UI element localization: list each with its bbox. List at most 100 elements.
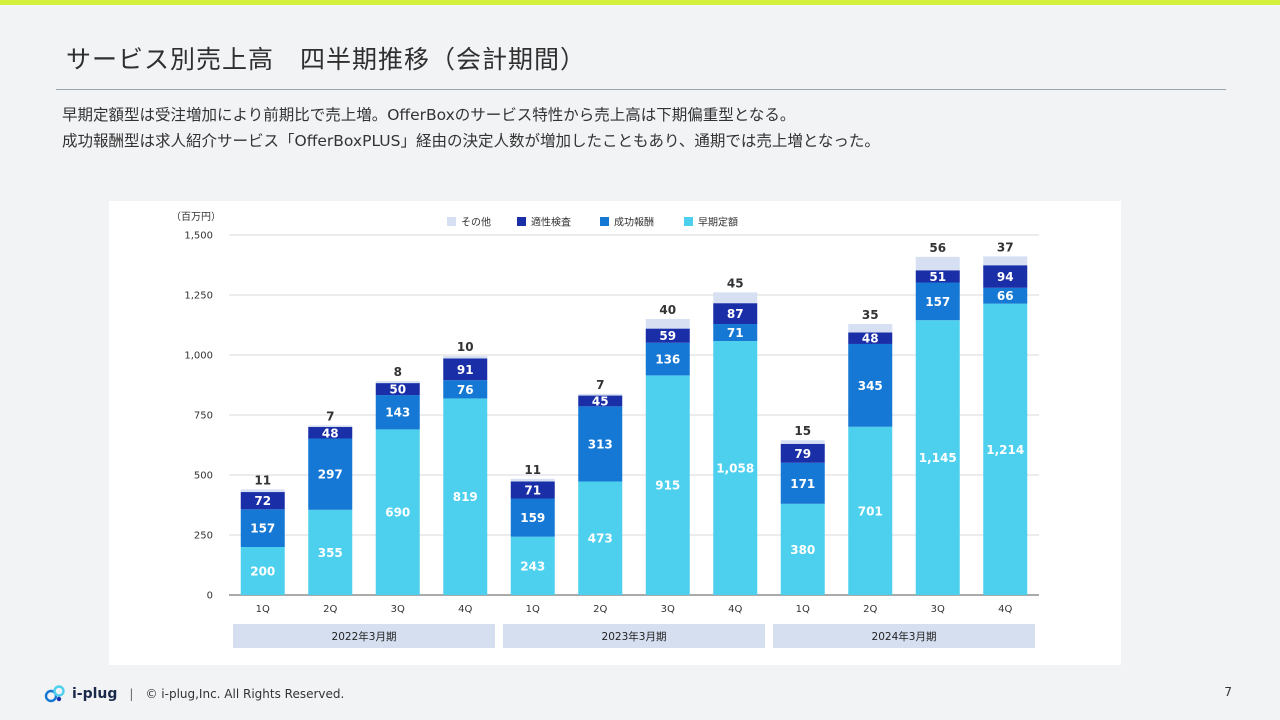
data-label: 345 [858, 379, 883, 393]
bar-segment [308, 509, 353, 595]
bar-segment [308, 425, 353, 427]
data-label: 355 [318, 546, 343, 560]
bar-segment [713, 292, 758, 304]
bar-segment [780, 503, 825, 595]
data-label-other: 15 [794, 424, 811, 438]
x-tick-label: 3Q [391, 604, 405, 615]
bar-segment [915, 270, 960, 283]
period-band [503, 624, 765, 648]
data-label-other: 37 [997, 240, 1014, 254]
bar-segment [848, 343, 893, 427]
data-label-other: 45 [727, 276, 744, 290]
footer-separator: | [129, 687, 134, 701]
bar-segment [308, 438, 353, 510]
data-label-other: 10 [457, 340, 474, 354]
x-tick-label: 2Q [863, 604, 877, 615]
y-tick-label: 1,000 [184, 351, 213, 362]
bar-segment [578, 481, 623, 595]
bar-segment [848, 426, 893, 595]
top-accent-bar [0, 0, 1280, 5]
data-label: 701 [858, 504, 883, 518]
data-label: 313 [588, 437, 613, 451]
bar-segment [645, 375, 690, 595]
legend-swatch [600, 217, 609, 226]
description-line-2: 成功報酬型は求人紹介サービス「OfferBoxPLUS」経由の決定人数が増加した… [62, 132, 880, 150]
bar-segment [713, 324, 758, 342]
y-tick-label: 250 [194, 531, 213, 542]
data-label: 51 [929, 270, 946, 284]
bar-segment [645, 319, 690, 329]
bar-segment [915, 282, 960, 321]
bar-segment [780, 462, 825, 504]
x-tick-label: 4Q [728, 604, 742, 615]
bar-segment [983, 265, 1028, 288]
data-label: 819 [453, 490, 478, 504]
data-label-other: 11 [254, 473, 271, 487]
bar-segment [443, 355, 488, 359]
bar-segment [915, 256, 960, 271]
period-band [233, 624, 495, 648]
x-tick-label: 4Q [458, 604, 472, 615]
legend-label: 成功報酬 [614, 217, 654, 229]
data-label-other: 8 [394, 365, 402, 379]
copyright: © i-plug,Inc. All Rights Reserved. [145, 687, 345, 701]
bar-segment [240, 547, 285, 595]
y-unit-label: （百万円） [171, 211, 221, 223]
bar-segment [983, 287, 1028, 304]
bar-segment [645, 342, 690, 376]
data-label-other: 40 [659, 303, 676, 317]
bar-segment [443, 398, 488, 595]
bar-segment [848, 332, 893, 344]
chart-panel: （百万円） 0 250 500 750 1,000 1,250 1,500 その他 適性検査 成功報… [109, 201, 1121, 665]
data-label-other: 7 [326, 409, 334, 423]
description: 早期定額型は受注増加により前期比で売上増。OfferBoxのサービス特性から売上… [62, 102, 880, 154]
bar-segment [308, 427, 353, 439]
x-tick-label: 3Q [931, 604, 945, 615]
bar-segment [780, 443, 825, 463]
legend-label: その他 [461, 216, 491, 229]
data-label: 50 [389, 383, 406, 397]
y-tick-label: 1,500 [184, 231, 213, 242]
data-label: 71 [727, 326, 744, 340]
data-label: 45 [592, 394, 609, 408]
bar-segment [240, 492, 285, 510]
bar-segment [915, 320, 960, 595]
page-number: 7 [1224, 685, 1232, 699]
bar-segment [443, 380, 488, 399]
legend-swatch [517, 217, 526, 226]
y-tick-label: 0 [207, 591, 213, 602]
legend-label: 早期定額 [698, 216, 738, 229]
footer: i-plug | © i-plug,Inc. All Rights Reserv… [44, 683, 344, 705]
legend-swatch [684, 217, 693, 226]
data-label: 59 [659, 329, 676, 343]
data-label: 48 [322, 426, 339, 440]
bar-segment [510, 536, 555, 595]
x-tick-label: 2Q [593, 604, 607, 615]
bar-segment [713, 303, 758, 325]
y-tick-label: 1,250 [184, 291, 213, 302]
data-label: 171 [790, 477, 815, 491]
data-label: 690 [385, 506, 410, 520]
data-label: 473 [588, 532, 613, 546]
bar-segment [375, 429, 420, 595]
data-label: 66 [997, 289, 1014, 303]
bar-segment [780, 440, 825, 444]
data-label: 91 [457, 363, 474, 377]
data-label: 159 [520, 511, 545, 525]
bar-segment [578, 406, 623, 482]
bar-segment [510, 498, 555, 537]
data-label-other: 7 [596, 378, 604, 392]
data-label: 79 [794, 447, 811, 461]
data-label: 143 [385, 406, 410, 420]
data-label: 297 [318, 468, 343, 482]
bar-segment [713, 341, 758, 595]
bar-segment [578, 395, 623, 407]
data-label-other: 35 [862, 308, 879, 322]
bar-segment [983, 256, 1028, 266]
x-tick-label: 4Q [998, 604, 1012, 615]
x-tick-label: 1Q [796, 604, 810, 615]
bar-segment [510, 478, 555, 482]
y-tick-label: 750 [194, 411, 213, 422]
legend-label: 適性検査 [531, 216, 571, 229]
